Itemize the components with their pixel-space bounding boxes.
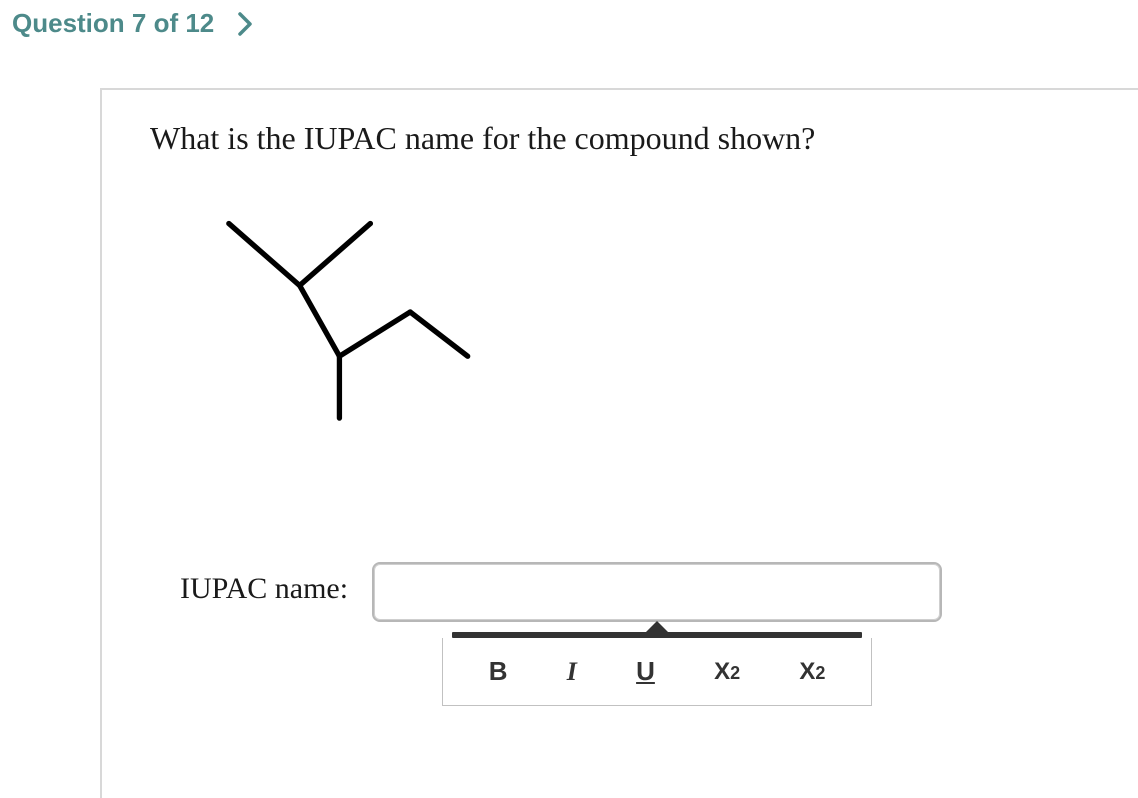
superscript-base: X [799,658,815,686]
subscript-base: X [714,658,730,686]
superscript-button[interactable]: X2 [789,654,835,690]
next-question-chevron-icon[interactable] [238,12,252,36]
question-header: Question 7 of 12 [0,0,1138,49]
underline-button[interactable]: U [626,652,665,691]
subscript-button[interactable]: X2 [704,654,750,690]
molecule-structure [180,197,1098,432]
question-panel: What is the IUPAC name for the compound … [100,88,1138,798]
italic-button[interactable]: I [557,653,587,691]
format-toolbar: B I U X2 X2 [442,638,872,706]
question-prompt: What is the IUPAC name for the compound … [150,120,1098,157]
answer-input-group: B I U X2 X2 [372,562,942,706]
format-toolbar-wrapper: B I U X2 X2 [442,622,872,706]
subscript-sub: 2 [730,663,740,684]
question-counter: Question 7 of 12 [12,8,214,39]
answer-label: IUPAC name: [180,562,348,606]
bold-button[interactable]: B [479,652,518,691]
molecule-svg [180,197,490,427]
superscript-sup: 2 [815,663,825,684]
answer-row: IUPAC name: B I U X2 X2 [180,562,1098,706]
toolbar-pointer-icon [645,621,669,633]
iupac-name-input[interactable] [372,562,942,622]
